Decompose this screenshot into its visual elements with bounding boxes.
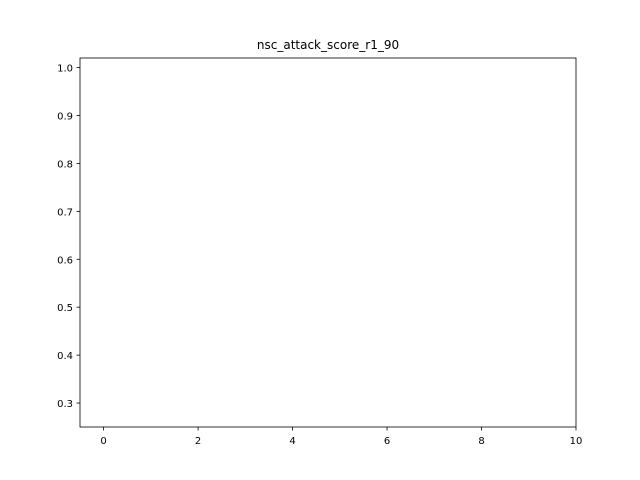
y-tick-label: 0.5 [57, 303, 73, 314]
x-tick-label: 0 [100, 436, 106, 447]
x-tick-label: 4 [289, 436, 295, 447]
y-tick-label: 0.9 [57, 112, 73, 123]
y-axis: 0.3 0.4 0.5 0.6 0.7 0.8 0.9 1.0 [57, 64, 80, 410]
x-tick-label: 2 [195, 436, 201, 447]
y-tick-label: 0.4 [57, 351, 73, 362]
x-axis: 0 2 4 6 8 10 [100, 427, 582, 447]
x-tick-label: 10 [570, 436, 583, 447]
y-tick-label: 0.8 [57, 159, 73, 170]
x-tick-label: 6 [384, 436, 390, 447]
chart-title: nsc_attack_score_r1_90 [257, 38, 399, 52]
y-tick-label: 0.6 [57, 255, 73, 266]
x-tick-label: 8 [478, 436, 484, 447]
plot-area [79, 57, 577, 428]
y-tick-label: 1.0 [57, 64, 73, 75]
y-tick-label: 0.7 [57, 207, 73, 218]
y-tick-label: 0.3 [57, 399, 73, 410]
